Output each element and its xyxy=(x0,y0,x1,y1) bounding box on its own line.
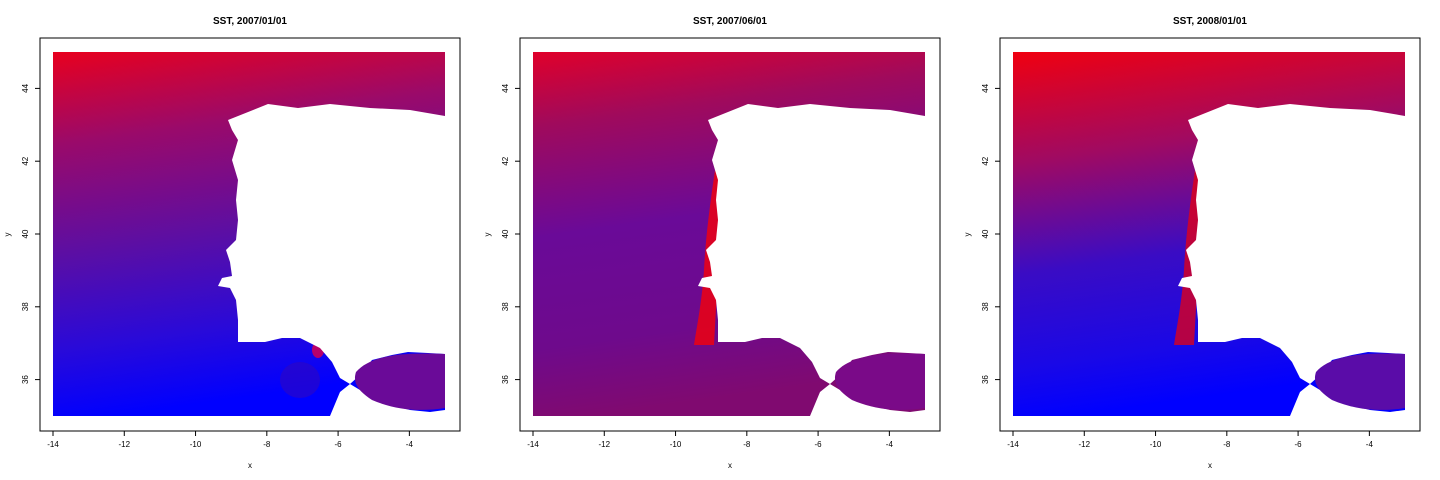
y-tick-label: 40 xyxy=(501,229,510,238)
sst-panel-2: SST, 2007/06/01 -14 -12 -10 -8 -6 -4 36 38 40 42 44… xyxy=(480,0,960,480)
y-tick-label: 38 xyxy=(501,302,510,311)
y-tick-label: 38 xyxy=(981,302,990,311)
y-tick-label: 38 xyxy=(21,302,30,311)
land-mask xyxy=(698,104,925,384)
x-tick-label: -4 xyxy=(886,440,894,449)
x-tick-label: -14 xyxy=(47,440,59,449)
land-mask xyxy=(218,104,445,384)
y-tick-label: 36 xyxy=(501,375,510,384)
alboran-sea xyxy=(834,353,925,410)
y-tick-label: 40 xyxy=(21,229,30,238)
y-tick-label: 40 xyxy=(981,229,990,238)
y-tick-label: 36 xyxy=(21,375,30,384)
alboran-sea xyxy=(1314,353,1405,410)
x-tick-label: -6 xyxy=(335,440,343,449)
y-tick-label: 36 xyxy=(981,375,990,384)
africa-mask xyxy=(330,384,445,416)
land-mask xyxy=(1178,104,1405,384)
sst-chart-svg: SST, 2007/06/01 -14 -12 -10 -8 -6 -4 36 38 40 42 44… xyxy=(483,16,941,470)
x-tick-label: -10 xyxy=(670,440,682,449)
sst-chart-svg: SST, 2008/01/01 -14 -12 -10 -8 -6 -4 36 38 40 42 44… xyxy=(963,16,1421,470)
y-axis-label: y xyxy=(963,233,972,237)
x-tick-label: -4 xyxy=(1366,440,1374,449)
x-tick-label: -14 xyxy=(1007,440,1019,449)
cadiz-patch xyxy=(280,362,320,398)
africa-mask xyxy=(1290,384,1405,416)
y-tick-label: 42 xyxy=(501,156,510,165)
x-tick-label: -14 xyxy=(527,440,539,449)
y-tick-label: 42 xyxy=(981,156,990,165)
x-tick-label: -10 xyxy=(190,440,202,449)
y-axis-label: y xyxy=(3,233,12,237)
x-tick-label: -4 xyxy=(406,440,414,449)
y-axis-label: y xyxy=(483,233,492,237)
chart-title: SST, 2007/06/01 xyxy=(693,16,767,27)
alboran-sea xyxy=(354,353,445,410)
x-tick-label: -6 xyxy=(815,440,823,449)
y-tick-label: 42 xyxy=(21,156,30,165)
x-tick-label: -12 xyxy=(118,440,130,449)
y-tick-label: 44 xyxy=(501,83,510,92)
y-tick-label: 44 xyxy=(981,83,990,92)
x-tick-label: -12 xyxy=(598,440,610,449)
x-axis-label: x xyxy=(1208,461,1212,470)
sst-panel-3: SST, 2008/01/01 -14 -12 -10 -8 -6 -4 36 38 40 42 44… xyxy=(960,0,1440,480)
x-axis-label: x xyxy=(728,461,732,470)
chart-title: SST, 2007/01/01 xyxy=(213,16,287,27)
x-tick-label: -8 xyxy=(263,440,271,449)
x-axis-label: x xyxy=(248,461,252,470)
x-tick-label: -12 xyxy=(1078,440,1090,449)
sst-chart-svg: SST, 2007/01/01 -14 -12 -10 -8 -6 -4 36 38 40 42 44… xyxy=(3,16,461,470)
x-tick-label: -6 xyxy=(1295,440,1303,449)
africa-mask xyxy=(810,384,925,416)
chart-title: SST, 2008/01/01 xyxy=(1173,16,1247,27)
x-tick-label: -8 xyxy=(743,440,751,449)
sst-panel-1: SST, 2007/01/01 -14 -12 -10 -8 -6 -4 36 38 40 42 44… xyxy=(0,0,480,480)
x-tick-label: -8 xyxy=(1223,440,1231,449)
y-tick-label: 44 xyxy=(21,83,30,92)
x-tick-label: -10 xyxy=(1150,440,1162,449)
